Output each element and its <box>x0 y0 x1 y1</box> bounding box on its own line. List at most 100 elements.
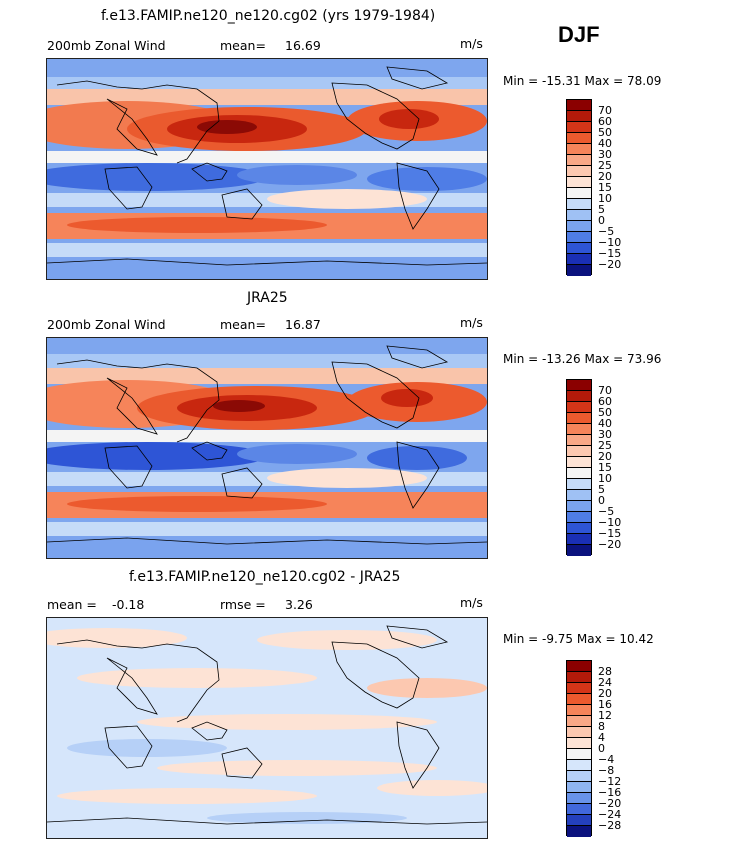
colorbar-swatch <box>567 100 591 111</box>
colorbar-swatch <box>567 826 591 837</box>
panel3-colorbar <box>566 660 592 837</box>
panel3-max-value: 10.42 <box>619 632 654 646</box>
colorbar-swatch <box>567 815 591 826</box>
panel3-mean-label: mean = <box>47 597 97 612</box>
panel2-title: JRA25 <box>247 290 288 306</box>
colorbar-swatch <box>567 232 591 243</box>
panel3-rmse-value: 3.26 <box>285 597 313 612</box>
colorbar-swatch <box>567 793 591 804</box>
colorbar-swatch <box>567 738 591 749</box>
panel2-minmax: Min = -13.26 Max = 73.96 <box>503 352 661 366</box>
colorbar-tick-label: 60 <box>598 394 612 408</box>
colorbar-tick-label: 5 <box>598 202 605 216</box>
colorbar-tick-label: −20 <box>598 796 622 810</box>
colorbar-tick-label: −12 <box>598 774 622 788</box>
colorbar-tick-label: −5 <box>598 504 615 518</box>
colorbar-tick-label: 0 <box>598 493 605 507</box>
colorbar-tick-label: 70 <box>598 103 612 117</box>
colorbar-swatch <box>567 424 591 435</box>
panel2-min-label: Min = <box>503 352 539 366</box>
panel2-units: m/s <box>460 315 483 330</box>
colorbar-tick-label: −20 <box>598 537 622 551</box>
colorbar-tick-label: 10 <box>598 471 612 485</box>
panel3-minmax: Min = -9.75 Max = 10.42 <box>503 632 654 646</box>
panel2-max-label: Max = <box>584 352 624 366</box>
colorbar-swatch <box>567 111 591 122</box>
colorbar-tick-label: −24 <box>598 807 622 821</box>
colorbar-swatch <box>567 446 591 457</box>
colorbar-swatch <box>567 144 591 155</box>
panel3-min-value: -9.75 <box>542 632 574 646</box>
panel2-max-value: 73.96 <box>627 352 662 366</box>
panel3-rmse-label: rmse = <box>220 597 266 612</box>
colorbar-swatch <box>567 221 591 232</box>
colorbar-tick-label: −15 <box>598 246 622 260</box>
colorbar-tick-label: 50 <box>598 405 612 419</box>
colorbar-swatch <box>567 391 591 402</box>
panel3-title: f.e13.FAMIP.ne120_ne120.cg02 - JRA25 <box>129 569 401 585</box>
panel1-mean-label: mean= <box>220 38 266 53</box>
colorbar-tick-label: −8 <box>598 763 615 777</box>
panel1-colorbar <box>566 99 592 276</box>
colorbar-swatch <box>567 468 591 479</box>
panel1-title: f.e13.FAMIP.ne120_ne120.cg02 (yrs 1979-1… <box>101 8 436 24</box>
colorbar-swatch <box>567 133 591 144</box>
colorbar-swatch <box>567 243 591 254</box>
colorbar-swatch <box>567 716 591 727</box>
colorbar-swatch <box>567 501 591 512</box>
colorbar-swatch <box>567 545 591 556</box>
colorbar-swatch <box>567 380 591 391</box>
colorbar-tick-label: 30 <box>598 147 612 161</box>
colorbar-swatch <box>567 188 591 199</box>
colorbar-tick-label: 25 <box>598 438 612 452</box>
colorbar-tick-label: −15 <box>598 526 622 540</box>
colorbar-tick-label: 28 <box>598 664 612 678</box>
colorbar-swatch <box>567 457 591 468</box>
colorbar-swatch <box>567 534 591 545</box>
colorbar-tick-label: 15 <box>598 180 612 194</box>
colorbar-swatch <box>567 727 591 738</box>
colorbar-swatch <box>567 413 591 424</box>
colorbar-swatch <box>567 804 591 815</box>
colorbar-swatch <box>567 265 591 276</box>
colorbar-tick-label: 30 <box>598 427 612 441</box>
colorbar-tick-label: 50 <box>598 125 612 139</box>
colorbar-tick-label: 20 <box>598 169 612 183</box>
colorbar-tick-label: −28 <box>598 818 622 832</box>
panel2-field-label: 200mb Zonal Wind <box>47 317 166 332</box>
panel1-max-label: Max = <box>584 74 624 88</box>
panel3-mean-value: -0.18 <box>112 597 145 612</box>
colorbar-tick-label: −4 <box>598 752 615 766</box>
colorbar-tick-label: 25 <box>598 158 612 172</box>
colorbar-tick-label: −5 <box>598 224 615 238</box>
colorbar-tick-label: −20 <box>598 257 622 271</box>
colorbar-tick-label: 4 <box>598 730 605 744</box>
colorbar-swatch <box>567 490 591 501</box>
colorbar-swatch <box>567 254 591 265</box>
colorbar-tick-label: 40 <box>598 136 612 150</box>
colorbar-tick-label: 20 <box>598 686 612 700</box>
colorbar-tick-label: −16 <box>598 785 622 799</box>
panel1-units: m/s <box>460 36 483 51</box>
colorbar-tick-label: 12 <box>598 708 612 722</box>
colorbar-tick-label: −10 <box>598 515 622 529</box>
colorbar-swatch <box>567 166 591 177</box>
colorbar-tick-label: 0 <box>598 213 605 227</box>
panel1-max-value: 78.09 <box>627 74 662 88</box>
panel3-min-label: Min = <box>503 632 539 646</box>
panel2-min-value: -13.26 <box>542 352 581 366</box>
colorbar-tick-label: 5 <box>598 482 605 496</box>
colorbar-swatch <box>567 177 591 188</box>
colorbar-swatch <box>567 523 591 534</box>
panel1-minmax: Min = -15.31 Max = 78.09 <box>503 74 661 88</box>
colorbar-swatch <box>567 771 591 782</box>
colorbar-swatch <box>567 694 591 705</box>
panel3-map <box>46 617 488 839</box>
colorbar-swatch <box>567 749 591 760</box>
panel2-mean-value: 16.87 <box>285 317 321 332</box>
colorbar-tick-label: 20 <box>598 449 612 463</box>
panel1-min-value: -15.31 <box>542 74 581 88</box>
colorbar-tick-label: 70 <box>598 383 612 397</box>
season-label: DJF <box>558 22 600 47</box>
colorbar-swatch <box>567 479 591 490</box>
